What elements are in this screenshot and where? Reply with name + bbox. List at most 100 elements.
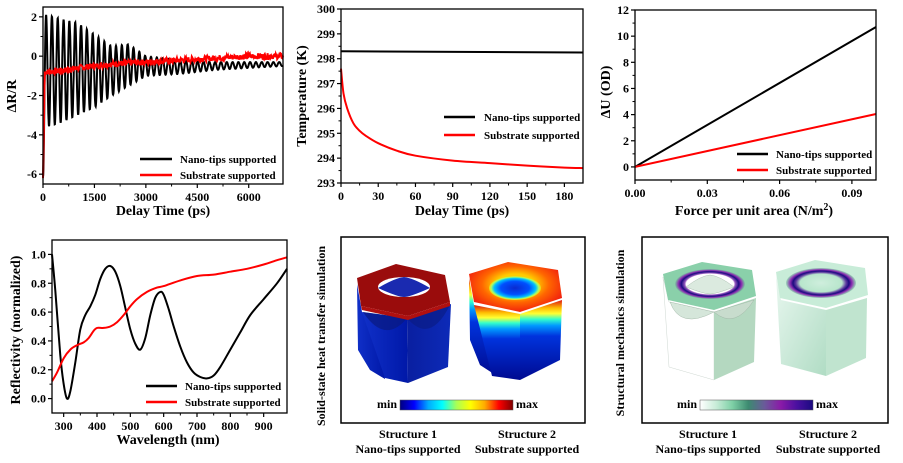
y-tick-label: 8	[623, 55, 629, 69]
colorbar: min max	[377, 397, 538, 411]
chart-reflectivity-spectrum: 300 400 500 600 700 800 9000.00.20.40.60.81.0 …	[9, 239, 288, 448]
structure-2-render	[776, 260, 868, 376]
x-tick-label: 700	[188, 419, 206, 433]
y-axis-title: ΔU (OD)	[599, 65, 614, 118]
x-tick-label: 400	[88, 419, 106, 433]
series-line-substrate	[340, 68, 584, 170]
colorbar-gradient	[399, 399, 514, 411]
y-tick-label: 294	[317, 151, 335, 165]
y-tick-label: 10	[617, 29, 629, 43]
y-axis-title: ΔR/R	[5, 79, 20, 113]
y-axis-title: Temperature (K)	[295, 45, 310, 147]
y-tick-label: 300	[317, 2, 335, 16]
x-tick-label: 0.06	[769, 186, 790, 200]
inner-tip	[378, 277, 430, 297]
x-tick-label: 300	[55, 419, 73, 433]
series-line-nano-tips	[634, 26, 877, 168]
x-tick-label: 600	[155, 419, 173, 433]
axes-frame	[634, 9, 877, 181]
series-line-nano-tips	[51, 254, 288, 400]
axes-frame	[340, 8, 584, 184]
chart-displacement: 0.00 0.03 0.06 0.09 0 2 4 6 8 10 12 Force per unit…	[599, 3, 877, 220]
axis-ticks: 0 30 60 90 120 150 180 293 294 295 296 297 298 299 300	[317, 2, 573, 203]
x-tick-label: 900	[255, 419, 273, 433]
y-tick-label: 297	[317, 77, 335, 91]
colorbar-min-label: min	[377, 397, 397, 411]
legend-label-nano-tips: Nano-tips supported	[776, 149, 872, 161]
x-axis-title: Force per unit area (N/m2)	[675, 202, 834, 220]
structure-1-subtitle: Nano-tips supported	[355, 442, 460, 456]
legend-label-substrate: Substrate supported	[776, 165, 872, 177]
colorbar-max-label: max	[516, 397, 538, 411]
series-line-nano-tips	[340, 50, 584, 54]
structure-2-title: Structure 2	[799, 427, 857, 441]
x-tick-label: 180	[555, 189, 573, 203]
plot-area	[340, 50, 584, 170]
legend: Nano-tips supported Substrate supported	[444, 112, 580, 142]
right-face	[826, 298, 867, 376]
side-label: Solid-state heat transfer simulation	[314, 246, 328, 426]
x-tick-label: 0	[40, 190, 46, 204]
plot-area	[42, 13, 284, 179]
structure-1-subtitle: Nano-tips supported	[655, 442, 760, 456]
colorbar-max-label: max	[816, 397, 838, 411]
y-tick-label: 0.0	[31, 392, 46, 406]
x-tick-label: 0.09	[841, 186, 862, 200]
stress-ring	[786, 268, 856, 298]
x-axis-title: Wavelength (nm)	[116, 433, 219, 448]
y-tick-label: 0	[623, 160, 629, 174]
y-tick-label: 0	[31, 49, 37, 63]
right-face	[520, 300, 562, 380]
x-tick-label: 3000	[134, 190, 158, 204]
structure-1-render	[662, 262, 756, 381]
x-tick-label: 4500	[185, 190, 209, 204]
x-tick-label: 150	[518, 189, 536, 203]
structure-2-subtitle: Substrate supported	[475, 442, 580, 456]
x-tick-label: 1500	[82, 190, 106, 204]
legend-label-substrate: Substrate supported	[180, 170, 276, 182]
inner-tip	[685, 274, 735, 295]
structure-1-title: Structure 1	[679, 427, 737, 441]
structural-mechanics-simulation: Structural mechanics simulation min max …	[613, 236, 889, 456]
legend: Nano-tips supported Substrate supported	[140, 154, 276, 182]
heat-transfer-simulation: Solid-state heat transfer simulation min…	[314, 236, 586, 456]
y-tick-label: 6	[623, 81, 629, 95]
legend: Nano-tips supported Substrate supported	[737, 149, 872, 177]
left-face	[776, 275, 826, 376]
axis-ticks: 0.00 0.03 0.06 0.09 0 2 4 6 8 10 12	[617, 3, 862, 200]
x-tick-label: 120	[481, 189, 499, 203]
front-face	[474, 305, 520, 380]
x-axis-title-sup: 2	[823, 202, 828, 213]
y-axis-title: Reflectivity (normalized)	[9, 255, 24, 404]
hole-gradient	[489, 276, 541, 300]
y-tick-label: 12	[617, 3, 629, 17]
front-face	[362, 312, 408, 383]
structure-1-render	[357, 264, 451, 383]
y-tick-label: -2	[27, 89, 37, 103]
y-tick-label: 295	[317, 126, 335, 140]
x-axis-title-main: Force per unit area (N/m	[675, 204, 824, 219]
tip-shadow	[407, 305, 450, 329]
chart-temperature: 0 30 60 90 120 150 180 293 294 295 296 297 298 299 300…	[295, 2, 584, 219]
x-tick-label: 60	[409, 189, 421, 203]
y-tick-label: -6	[27, 167, 37, 181]
y-tick-label: 296	[317, 101, 335, 115]
x-axis-title: Delay Time (ps)	[415, 204, 510, 219]
legend-label-nano-tips: Nano-tips supported	[180, 154, 276, 166]
y-tick-label: 299	[317, 27, 335, 41]
x-axis-title: Delay Time (ps)	[116, 204, 211, 219]
legend-label-nano-tips: Nano-tips supported	[484, 112, 580, 124]
y-tick-label: 0.8	[31, 276, 46, 290]
y-tick-label: -4	[27, 128, 37, 142]
x-axis-title-end: )	[828, 204, 833, 219]
y-tick-label: 1.0	[31, 247, 46, 261]
x-tick-label: 500	[121, 419, 139, 433]
x-tick-label: 6000	[237, 190, 261, 204]
series-line-nano-tips	[42, 13, 284, 177]
structure-1-title: Structure 1	[379, 427, 437, 441]
x-tick-label: 0	[338, 189, 344, 203]
tip-dome	[713, 299, 755, 319]
chart-reflectivity-change: 0 1500 3000 4500 6000 -6 -4 -2 0 2 Delay Time (ps…	[5, 6, 284, 219]
y-tick-label: 0.6	[31, 305, 46, 319]
